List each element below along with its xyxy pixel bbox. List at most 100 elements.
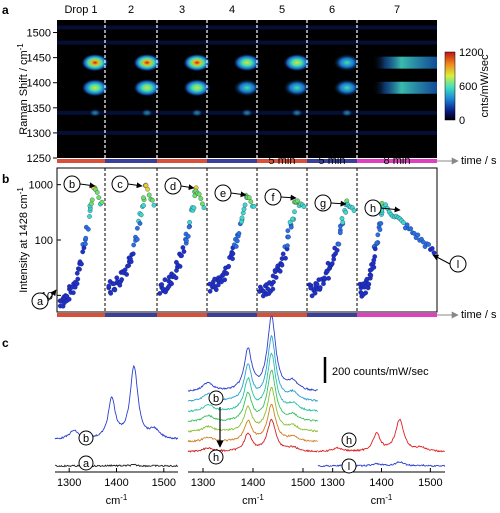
drop-label: 4	[229, 4, 235, 16]
y-tick-label: 1350	[27, 103, 51, 115]
y-tick-label: 1450	[27, 53, 51, 65]
data-point	[157, 291, 163, 296]
data-point	[312, 290, 318, 296]
data-point	[317, 285, 323, 290]
marker-circle	[63, 175, 81, 193]
time-bar-segment	[105, 313, 157, 317]
data-point	[336, 241, 342, 247]
marker-arrow	[330, 200, 347, 207]
data-point	[196, 191, 202, 197]
data-point	[371, 257, 377, 263]
colorbar-label: cnts/mW/sec	[479, 54, 491, 117]
data-point	[242, 202, 248, 208]
marker-arrow	[280, 194, 297, 201]
data-point	[239, 215, 245, 221]
data-point	[83, 235, 89, 241]
data-point	[273, 275, 279, 280]
data-point	[374, 240, 380, 246]
data-point	[184, 238, 189, 243]
y-tick-label: 1400	[27, 78, 51, 90]
time-bar-segment	[307, 313, 357, 317]
data-point	[198, 196, 204, 201]
data-point	[292, 209, 297, 215]
duration-label: 5 min	[319, 155, 346, 167]
data-point	[279, 262, 285, 268]
data-point	[371, 265, 377, 270]
data-point	[99, 199, 105, 205]
x-axis-label: cm-1	[106, 493, 128, 508]
data-point	[326, 275, 331, 281]
time-bar-segment	[357, 159, 437, 163]
heatmap-faint-band	[57, 25, 437, 30]
heatmap-peak-spot	[233, 53, 261, 72]
duration-label: 5 min	[269, 155, 296, 167]
data-point	[415, 232, 421, 238]
data-point	[151, 202, 157, 208]
data-point	[277, 268, 283, 274]
marker-circle	[314, 194, 332, 212]
marker-arrow	[79, 182, 96, 189]
spectrum-line	[187, 369, 319, 423]
time-bar-segment	[207, 159, 257, 163]
marker-label: h	[346, 435, 352, 447]
data-point	[169, 281, 174, 287]
marker-circle	[208, 390, 224, 406]
spectrum-line	[54, 463, 179, 468]
marker-label: e	[220, 188, 226, 200]
data-point	[187, 219, 192, 225]
spectrum-line	[54, 364, 179, 440]
heatmap-spots	[81, 53, 437, 117]
heatmap-peak-spot	[133, 53, 161, 72]
data-point	[234, 238, 240, 244]
drop-label: 2	[128, 4, 134, 16]
data-point	[233, 244, 239, 249]
x-tick-label: 1300	[320, 477, 344, 489]
x-axis-label-superscript: -1	[385, 493, 393, 502]
data-point	[79, 261, 84, 267]
data-point	[372, 246, 378, 252]
heatmap-peak-spot	[333, 78, 361, 97]
data-point	[112, 287, 118, 293]
data-point	[248, 199, 254, 204]
marker-circle	[111, 175, 129, 193]
time-bar-segment	[307, 159, 357, 163]
data-point	[301, 204, 307, 209]
heatmap-faint-band	[57, 40, 437, 45]
data-point	[207, 288, 213, 294]
data-point	[89, 197, 95, 203]
colorbar-tick-label: 600	[459, 81, 477, 93]
y-axis-label-superscript: -1	[16, 43, 25, 51]
data-point	[363, 290, 369, 296]
spectrum-line	[187, 352, 319, 413]
heatmap-peak-band	[372, 56, 437, 69]
x-axis-label-superscript: -1	[120, 493, 128, 502]
spectrum-line	[187, 315, 318, 392]
drop-label: 7	[394, 4, 400, 16]
data-point	[226, 263, 231, 269]
spectrum-line	[317, 418, 446, 453]
spectrum-line	[187, 404, 318, 443]
y-tick-label: 1500	[27, 28, 51, 40]
marker-arrow	[230, 191, 247, 198]
data-point	[270, 286, 276, 292]
marker-label: l	[348, 461, 350, 473]
data-point	[77, 266, 82, 272]
marker-arrow	[47, 289, 57, 302]
data-point	[86, 226, 91, 232]
x-tick-label: 1300	[191, 477, 215, 489]
duration-label: 8 min	[384, 155, 411, 167]
heatmap-peak-spot	[133, 78, 161, 97]
data-point	[351, 208, 357, 213]
heatmap-peak-spot	[283, 53, 311, 72]
data-point	[135, 225, 140, 231]
data-point	[75, 276, 81, 282]
y-axis-label-superscript: -1	[16, 187, 25, 195]
drop-label: 6	[329, 4, 335, 16]
y-axis-label: Intensity at 1428 cm-1	[16, 187, 31, 293]
panel-letter-a: a	[2, 3, 9, 17]
drop-label: Drop 1	[64, 4, 97, 16]
data-point	[280, 251, 286, 257]
heatmap-weak-spot	[191, 108, 203, 117]
